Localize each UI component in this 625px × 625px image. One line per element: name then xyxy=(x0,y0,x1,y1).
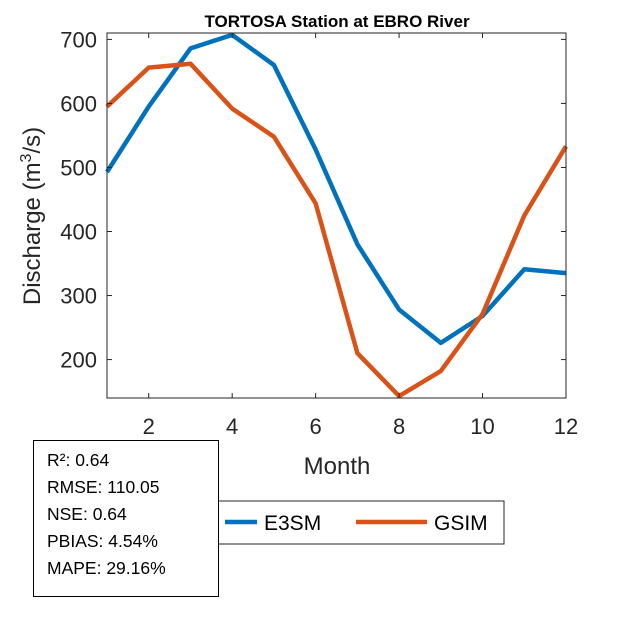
legend: E3SM GSIM xyxy=(217,500,505,545)
x-tick-label: 10 xyxy=(470,414,494,439)
chart-title: TORTOSA Station at EBRO River xyxy=(204,12,470,31)
x-tick-label: 12 xyxy=(554,414,578,439)
x-tick-label: 2 xyxy=(143,414,155,439)
y-tick-label: 300 xyxy=(60,284,97,309)
series-layer xyxy=(105,32,568,399)
y-tick-label: 600 xyxy=(60,91,97,116)
y-axis-label: Discharge (m3/s) xyxy=(18,127,46,305)
plot-area xyxy=(106,32,567,399)
series-line-gsim xyxy=(105,61,568,399)
stat-pbias: PBIAS: 4.54% xyxy=(47,531,158,551)
y-tick-label: 700 xyxy=(60,27,97,52)
stat-r2: R²: 0.64 xyxy=(47,450,110,470)
legend-label-e3sm: E3SM xyxy=(264,512,321,535)
y-tick-label: 400 xyxy=(60,220,97,245)
y-tick-label: 500 xyxy=(60,155,97,180)
y-tick-label: 200 xyxy=(60,348,97,373)
x-tick-label: 8 xyxy=(393,414,405,439)
y-axis-label-main: Discharge (m xyxy=(19,162,46,305)
x-axis-label: Month xyxy=(304,453,371,480)
series-line-e3sm xyxy=(105,32,567,346)
x-tick-label: 6 xyxy=(310,414,322,439)
stat-nse: NSE: 0.64 xyxy=(47,504,127,524)
ticks-layer: 2 4 6 8 10 12 200 300 400 500 600 700 xyxy=(60,27,578,439)
x-tick-label: 4 xyxy=(226,414,238,439)
stat-mape: MAPE: 29.16% xyxy=(47,558,166,578)
legend-label-gsim: GSIM xyxy=(434,512,488,535)
stats-box: R²: 0.64 RMSE: 110.05 NSE: 0.64 PBIAS: 4… xyxy=(33,440,219,597)
stat-rmse: RMSE: 110.05 xyxy=(47,477,160,497)
y-axis-label-end: /s) xyxy=(19,127,46,154)
y-axis-label-sup: 3 xyxy=(18,153,35,162)
legend-box xyxy=(217,500,505,545)
